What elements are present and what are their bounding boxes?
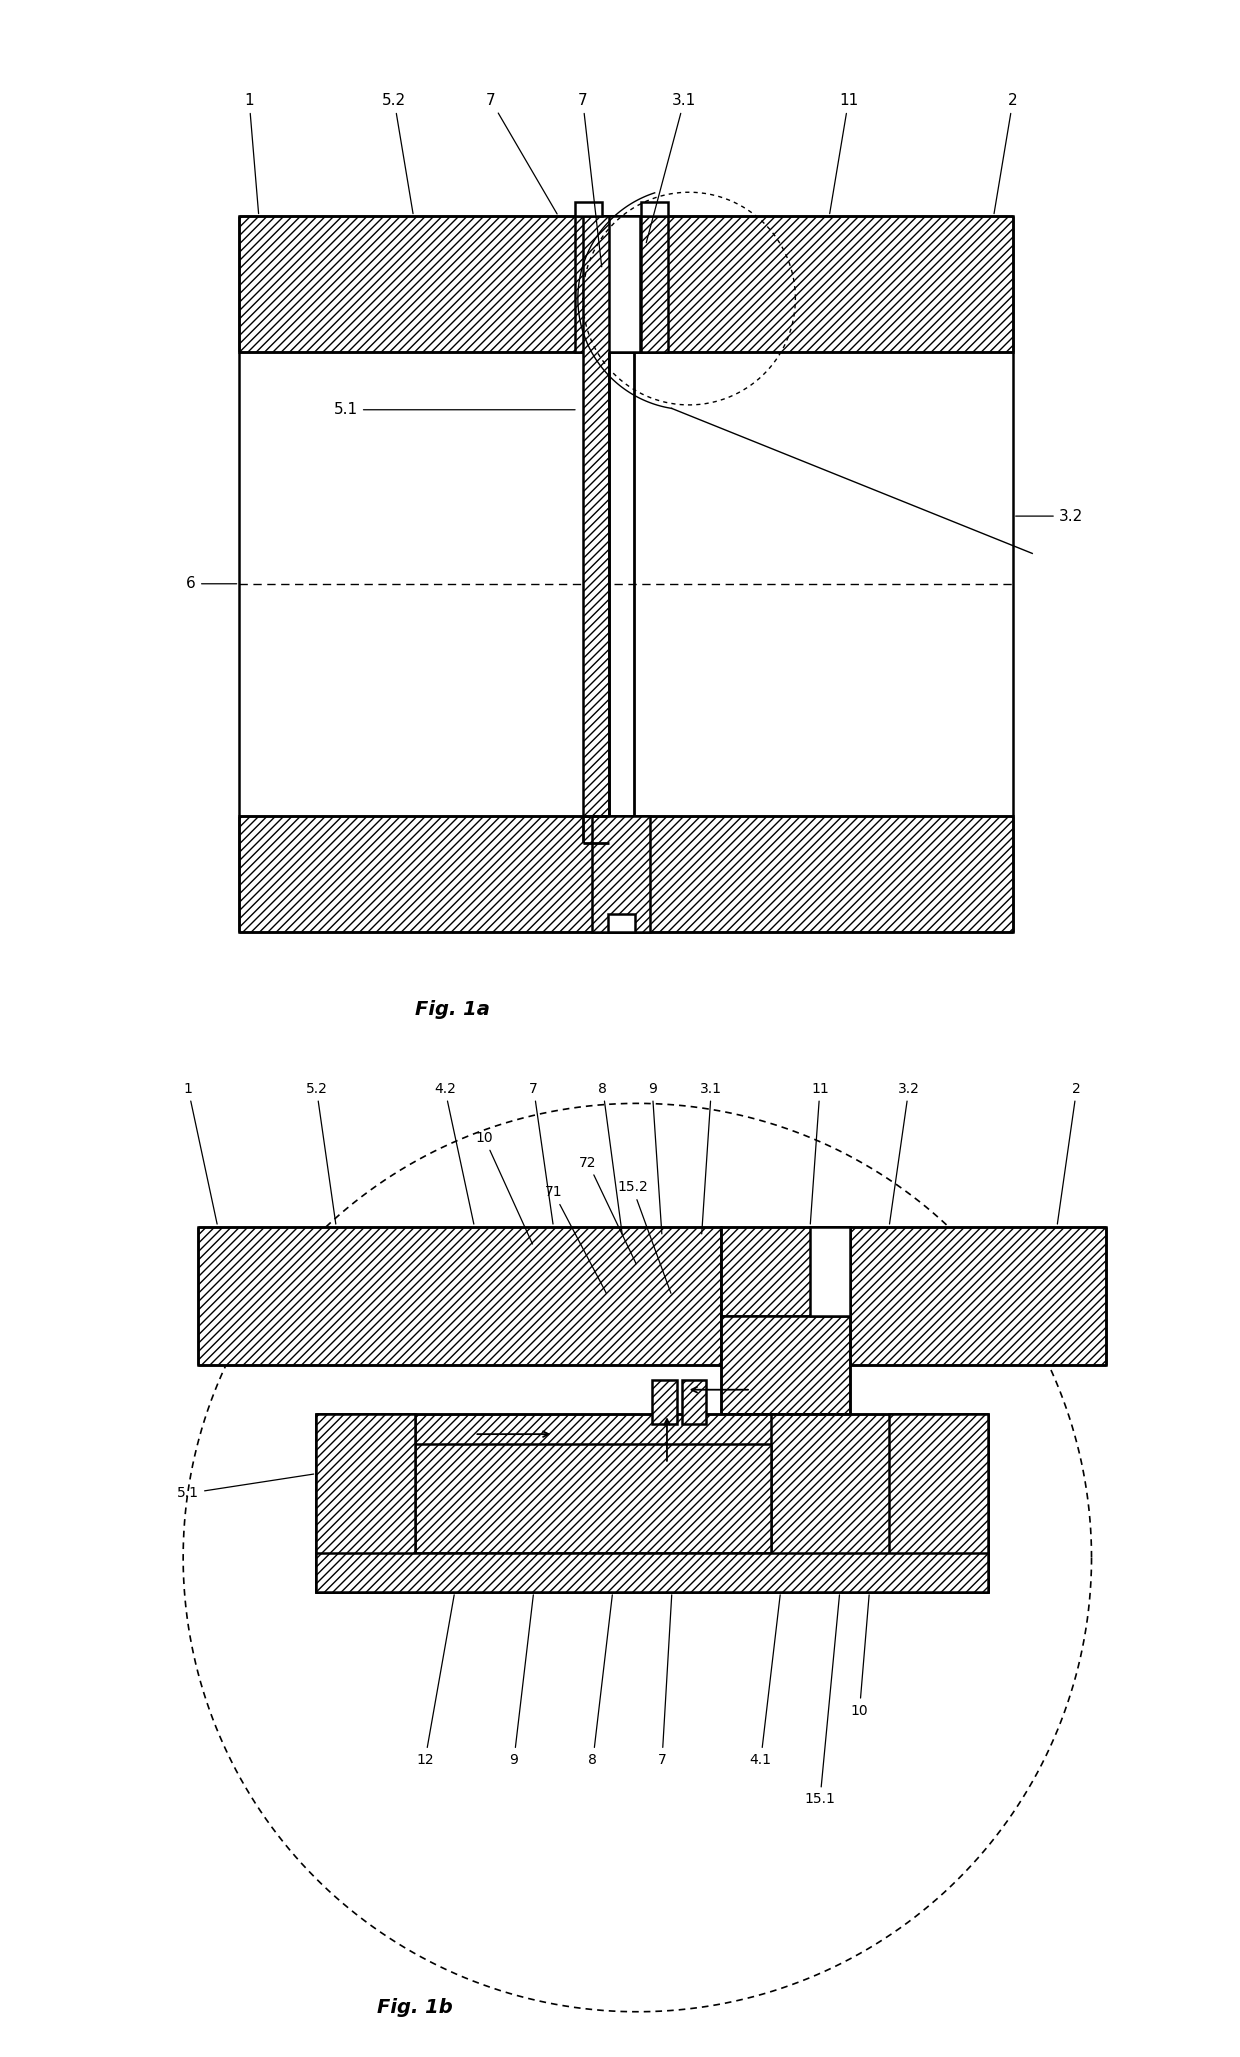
Bar [316,1415,415,1592]
Bar [608,915,635,932]
Bar [722,1316,849,1415]
Text: 72: 72 [579,1156,636,1263]
Text: 10: 10 [475,1131,532,1244]
Text: 2: 2 [994,93,1018,214]
Text: 8: 8 [599,1082,622,1234]
Text: 8: 8 [589,1594,613,1767]
Text: 1: 1 [184,1082,217,1224]
Text: 12: 12 [417,1594,454,1767]
Bar [603,216,640,352]
Text: 4.2: 4.2 [434,1082,474,1224]
Text: 7: 7 [529,1082,553,1224]
Bar [641,202,668,216]
Bar [198,1226,722,1366]
Text: 9: 9 [647,1082,662,1234]
Text: 15.2: 15.2 [618,1181,671,1294]
Text: Fig. 1a: Fig. 1a [414,1000,490,1018]
Bar [575,216,603,352]
Text: 5.1: 5.1 [334,403,575,418]
Text: 5.2: 5.2 [382,93,413,214]
Bar [641,216,668,352]
Bar [889,1415,988,1592]
Text: 71: 71 [544,1185,606,1294]
Bar [583,216,609,817]
Bar [849,1226,1106,1366]
Text: 3.1: 3.1 [701,1082,723,1234]
Bar [652,1380,677,1423]
Text: 7: 7 [486,93,557,214]
Text: 3.1: 3.1 [646,93,697,243]
Bar [316,1553,988,1592]
Text: 4.1: 4.1 [750,1594,780,1767]
Text: 2: 2 [1058,1082,1081,1224]
Bar [722,1226,849,1316]
Text: Fig. 1b: Fig. 1b [377,1997,453,2016]
Bar [682,1380,707,1423]
Bar [239,817,1013,932]
Text: 3.2: 3.2 [889,1082,920,1224]
Text: 6: 6 [186,576,237,590]
Text: 15.1: 15.1 [805,1594,839,1806]
Text: 1: 1 [244,93,259,214]
Bar [415,1444,770,1553]
Text: 7: 7 [657,1594,672,1767]
Bar [593,817,650,932]
Text: 5.2: 5.2 [305,1082,336,1224]
Bar [316,1415,988,1592]
Bar [810,1226,849,1316]
Text: 7: 7 [578,93,601,267]
Bar [575,202,603,216]
Text: 9: 9 [510,1594,533,1767]
Text: 5.1: 5.1 [177,1475,314,1500]
Text: 3.2: 3.2 [1016,508,1083,525]
Text: 11: 11 [830,93,858,214]
Text: 10: 10 [851,1594,869,1718]
Bar [239,216,1013,352]
Text: 11: 11 [810,1082,828,1224]
